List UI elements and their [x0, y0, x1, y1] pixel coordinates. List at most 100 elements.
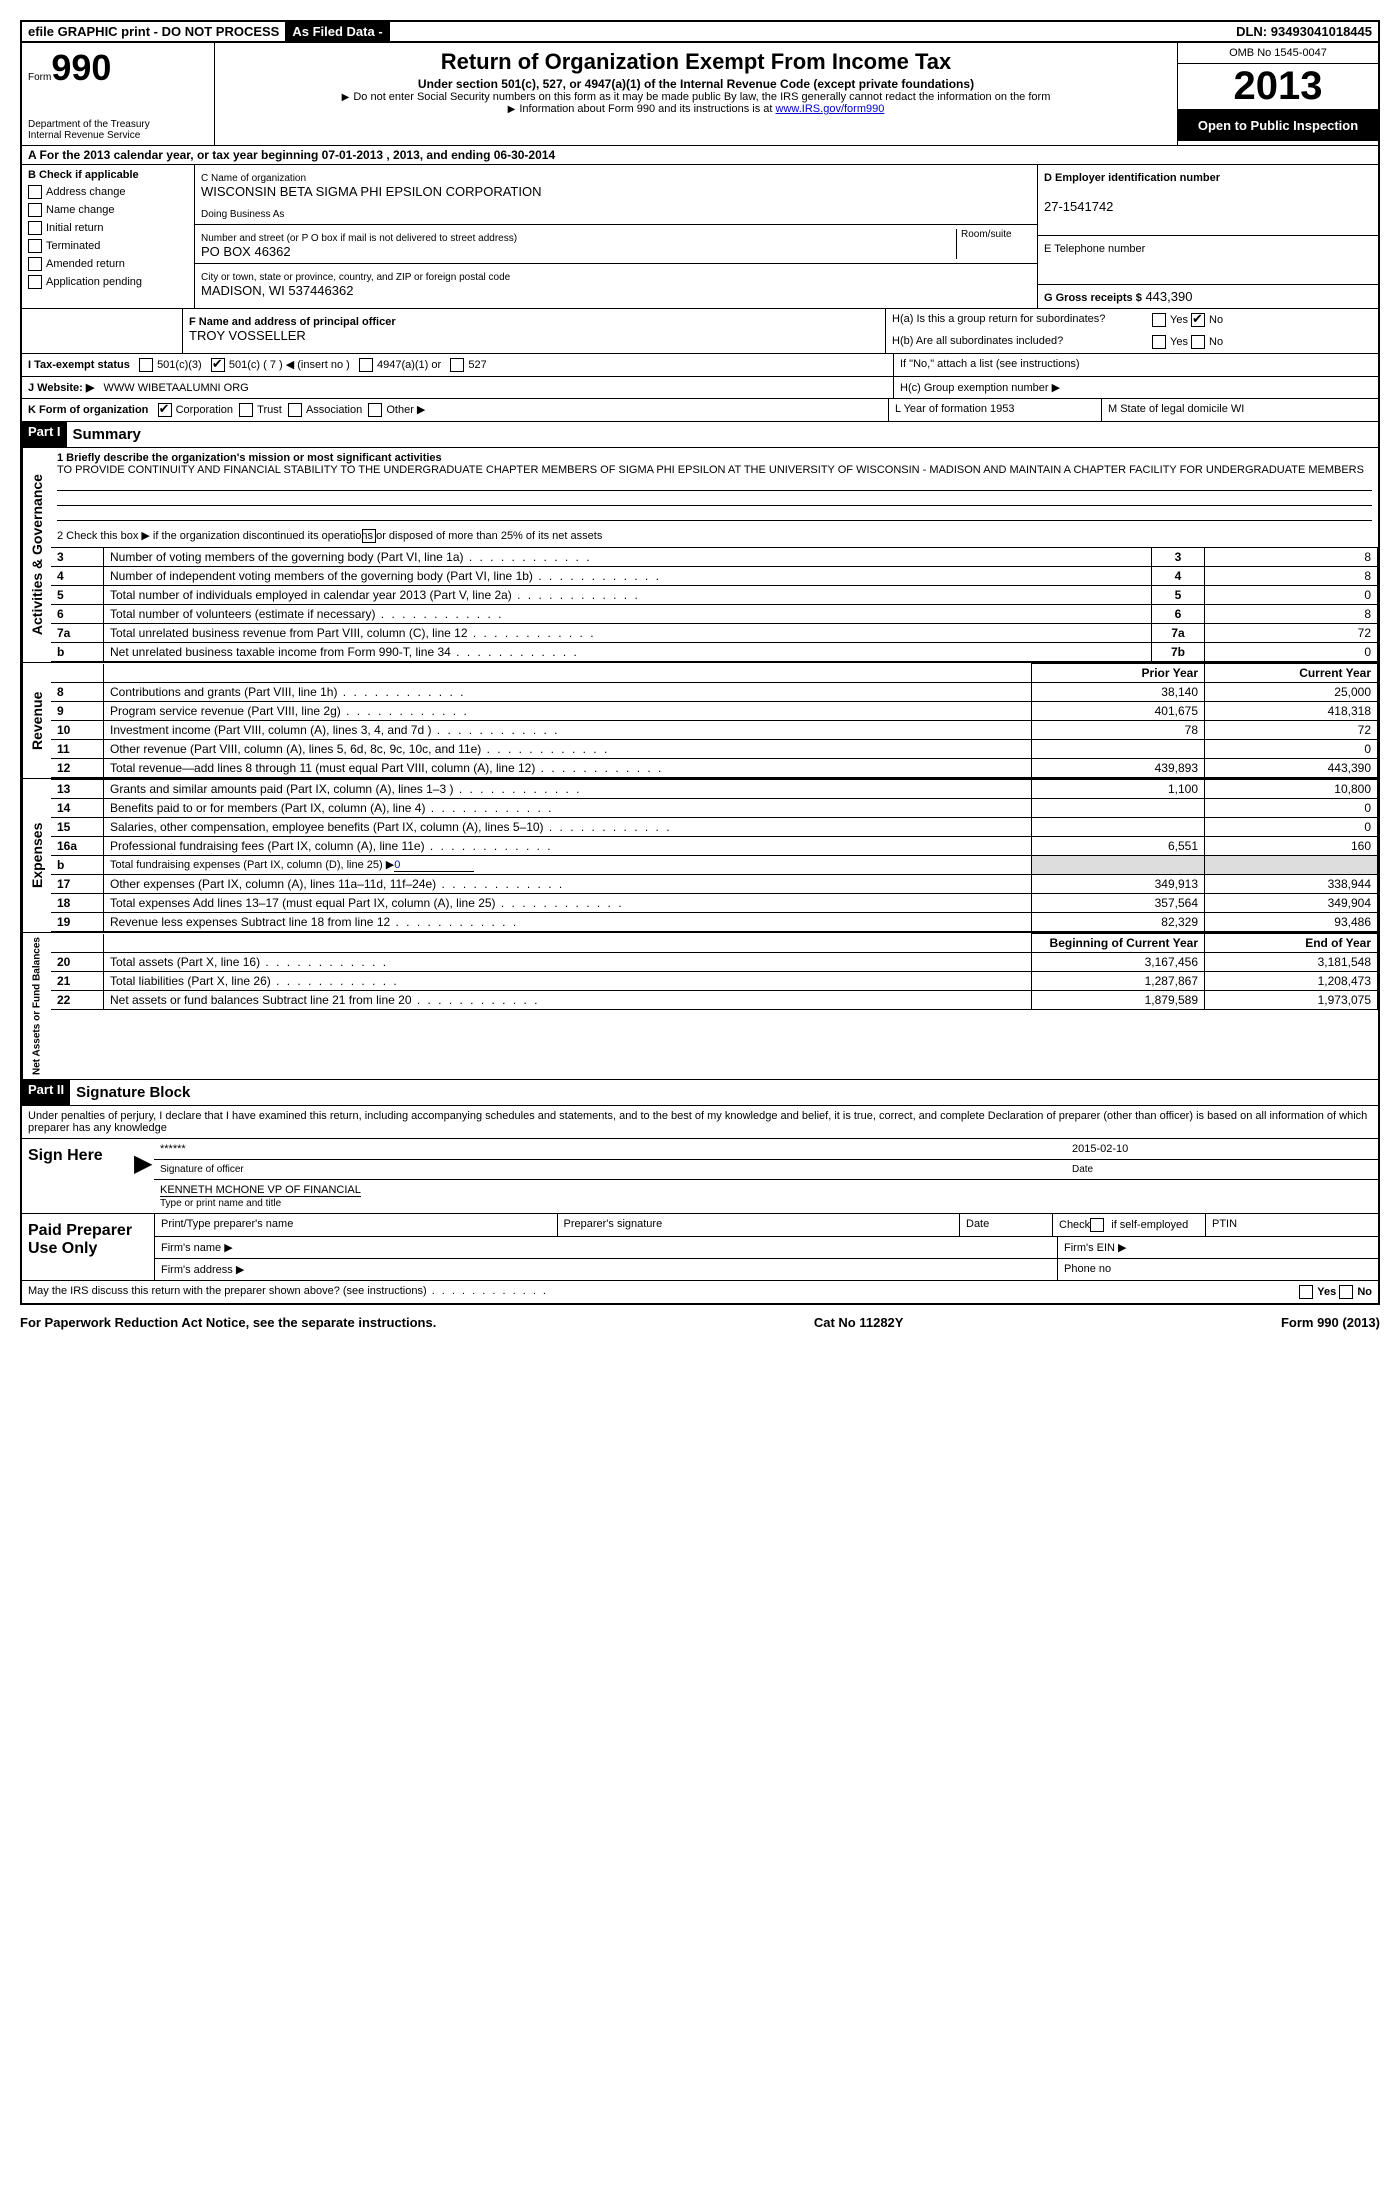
prep-sig-label: Preparer's signature	[558, 1214, 961, 1236]
asfiled-label: As Filed Data -	[286, 22, 389, 41]
net-table: Beginning of Current YearEnd of Year20To…	[51, 933, 1378, 1010]
tax-status-label: I Tax-exempt status	[28, 359, 130, 371]
net-assets-section: Net Assets or Fund Balances Beginning of…	[22, 932, 1378, 1079]
firm-ein-label: Firm's EIN ▶	[1058, 1237, 1378, 1258]
org-name: WISCONSIN BETA SIGMA PHI EPSILON CORPORA…	[201, 184, 541, 199]
firm-addr-label: Firm's address ▶	[155, 1259, 1058, 1280]
cat-no: Cat No 11282Y	[814, 1315, 904, 1330]
website-label: J Website: ▶	[28, 382, 94, 394]
table-row: 13Grants and similar amounts paid (Part …	[51, 780, 1378, 799]
exp-table: 13Grants and similar amounts paid (Part …	[51, 779, 1378, 932]
officer-label: F Name and address of principal officer	[189, 316, 396, 328]
row-a-taxyear: A For the 2013 calendar year, or tax yea…	[22, 145, 1378, 164]
section-bcd: B Check if applicable Address change Name…	[22, 164, 1378, 308]
dept-line1: Department of the Treasury	[28, 119, 208, 130]
checkbox-item[interactable]: Application pending	[28, 275, 188, 289]
date-label: Date	[1066, 1160, 1378, 1179]
org-name-label: C Name of organization	[201, 173, 306, 184]
efile-label: efile GRAPHIC print - DO NOT PROCESS	[22, 22, 286, 41]
checkbox-item[interactable]: Terminated	[28, 239, 188, 253]
form-ref: Form 990 (2013)	[1281, 1315, 1380, 1330]
form-org-label: K Form of organization	[28, 404, 148, 416]
table-row: 22Net assets or fund balances Subtract l…	[51, 991, 1378, 1010]
city-label: City or town, state or province, country…	[201, 272, 510, 283]
form-title: Return of Organization Exempt From Incom…	[221, 49, 1171, 75]
sig-date: 2015-02-10	[1066, 1139, 1378, 1159]
form-header: Form990 Department of the Treasury Inter…	[22, 43, 1378, 145]
table-row: 5Total number of individuals employed in…	[51, 586, 1378, 605]
footer: For Paperwork Reduction Act Notice, see …	[20, 1311, 1380, 1334]
h-b-note: If "No," attach a list (see instructions…	[894, 354, 1378, 376]
h-a: H(a) Is this a group return for subordin…	[892, 313, 1372, 327]
table-row: 16aProfessional fundraising fees (Part I…	[51, 837, 1378, 856]
year-formation: L Year of formation 1953	[889, 399, 1102, 421]
city: MADISON, WI 537446362	[201, 283, 353, 298]
prep-date-label: Date	[960, 1214, 1053, 1236]
col-d-ein: D Employer identification number 27-1541…	[1038, 165, 1378, 308]
omb-no: OMB No 1545-0047	[1178, 43, 1378, 64]
form-label: Form	[28, 72, 51, 83]
top-bar: efile GRAPHIC print - DO NOT PROCESS As …	[20, 20, 1380, 43]
side-activities: Activities & Governance	[22, 448, 51, 662]
ein: 27-1541742	[1044, 199, 1113, 214]
form-container: Form990 Department of the Treasury Inter…	[20, 43, 1380, 1305]
table-header: Prior YearCurrent Year	[51, 664, 1378, 683]
irs-link[interactable]: www.IRS.gov/form990	[776, 103, 885, 115]
row-j: J Website: ▶ WWW WIBETAALUMNI ORG H(c) G…	[22, 376, 1378, 398]
checkbox-item[interactable]: Address change	[28, 185, 188, 199]
table-row: 7aTotal unrelated business revenue from …	[51, 624, 1378, 643]
line2: 2 Check this box ▶ if the organization d…	[51, 525, 1378, 547]
table-row: 11Other revenue (Part VIII, column (A), …	[51, 740, 1378, 759]
sign-here-label: Sign Here	[22, 1139, 134, 1213]
revenue-section: Revenue Prior YearCurrent Year8Contribut…	[22, 662, 1378, 778]
table-header: Beginning of Current YearEnd of Year	[51, 934, 1378, 953]
phone-no-label: Phone no	[1058, 1259, 1378, 1280]
discuss-row: May the IRS discuss this return with the…	[22, 1280, 1378, 1303]
addr-label: Number and street (or P O box if mail is…	[201, 233, 517, 244]
gross-label: G Gross receipts $	[1044, 292, 1142, 304]
part-2-header: Part II Signature Block	[22, 1079, 1378, 1105]
sig-officer-label: Signature of officer	[154, 1160, 1066, 1179]
table-row: 18Total expenses Add lines 13–17 (must e…	[51, 894, 1378, 913]
table-row: 14Benefits paid to or for members (Part …	[51, 799, 1378, 818]
table-row: 17Other expenses (Part IX, column (A), l…	[51, 875, 1378, 894]
officer-print-name: KENNETH MCHONE VP OF FINANCIAL	[160, 1184, 361, 1197]
paid-preparer-label: Paid Preparer Use Only	[22, 1214, 155, 1280]
table-row: 3Number of voting members of the governi…	[51, 548, 1378, 567]
ein-label: D Employer identification number	[1044, 172, 1220, 184]
h-b: H(b) Are all subordinates included? Yes …	[892, 335, 1372, 349]
tax-year: 2013	[1178, 64, 1378, 110]
expenses-section: Expenses 13Grants and similar amounts pa…	[22, 778, 1378, 932]
checkbox-item[interactable]: Name change	[28, 203, 188, 217]
col-b-label: B Check if applicable	[28, 169, 139, 181]
self-employed: Check if self-employed	[1053, 1214, 1206, 1236]
table-row: 15Salaries, other compensation, employee…	[51, 818, 1378, 837]
dln: DLN: 93493041018445	[1230, 22, 1378, 41]
table-row: 4Number of independent voting members of…	[51, 567, 1378, 586]
table-row: 21Total liabilities (Part X, line 26)1,2…	[51, 972, 1378, 991]
name-title-label: Type or print name and title	[160, 1198, 281, 1209]
officer-h-row: F Name and address of principal officer …	[22, 308, 1378, 353]
prep-name-label: Print/Type preparer's name	[155, 1214, 558, 1236]
officer-name: TROY VOSSELLER	[189, 328, 306, 343]
ptin-label: PTIN	[1206, 1214, 1378, 1236]
table-row: 20Total assets (Part X, line 16)3,167,45…	[51, 953, 1378, 972]
table-row: 6Total number of volunteers (estimate if…	[51, 605, 1378, 624]
perjury-text: Under penalties of perjury, I declare th…	[22, 1105, 1378, 1138]
line1-label: 1 Briefly describe the organization's mi…	[57, 452, 442, 464]
checkbox-item[interactable]: Amended return	[28, 257, 188, 271]
gross-receipts: 443,390	[1145, 289, 1192, 304]
pra-notice: For Paperwork Reduction Act Notice, see …	[20, 1315, 436, 1330]
table-row: 9Program service revenue (Part VIII, lin…	[51, 702, 1378, 721]
table-row: 19Revenue less expenses Subtract line 18…	[51, 913, 1378, 932]
row-i: I Tax-exempt status 501(c)(3) 501(c) ( 7…	[22, 353, 1378, 376]
col-c-org: C Name of organization WISCONSIN BETA SI…	[195, 165, 1038, 308]
dept-line2: Internal Revenue Service	[28, 130, 208, 141]
checkbox-item[interactable]: Initial return	[28, 221, 188, 235]
side-revenue: Revenue	[22, 663, 51, 778]
table-row: 12Total revenue—add lines 8 through 11 (…	[51, 759, 1378, 778]
dba-label: Doing Business As	[201, 209, 284, 220]
state-domicile: M State of legal domicile WI	[1102, 399, 1378, 421]
subtitle-1: Under section 501(c), 527, or 4947(a)(1)…	[221, 77, 1171, 91]
room-label: Room/suite	[956, 229, 1031, 259]
